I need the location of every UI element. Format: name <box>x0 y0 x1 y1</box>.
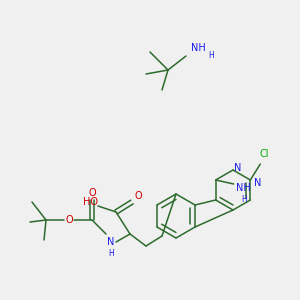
Text: O: O <box>65 215 73 225</box>
Text: H: H <box>208 52 214 61</box>
Text: N: N <box>234 163 242 173</box>
Text: O: O <box>134 191 142 201</box>
Text: H: H <box>108 248 114 257</box>
Text: O: O <box>88 188 96 198</box>
Text: N: N <box>107 237 115 247</box>
Text: N: N <box>254 178 261 188</box>
Text: NH: NH <box>236 183 251 193</box>
Text: Cl: Cl <box>260 149 269 159</box>
Text: NH: NH <box>190 43 206 53</box>
Text: HO: HO <box>82 197 98 207</box>
Text: H: H <box>241 196 247 205</box>
